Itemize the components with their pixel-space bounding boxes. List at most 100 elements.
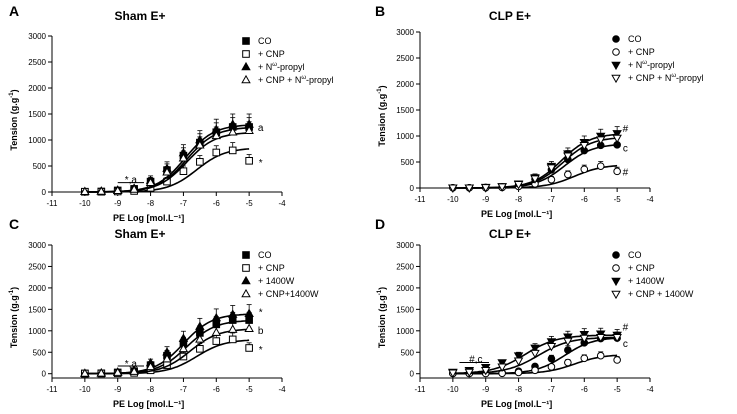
y-tick-label: 1500 xyxy=(28,110,46,119)
fit-curve xyxy=(84,132,250,193)
data-point xyxy=(547,175,556,184)
data-point xyxy=(212,337,221,345)
y-tick-label: 1500 xyxy=(396,305,414,314)
x-tick-label: -7 xyxy=(548,195,556,204)
y-tick-label: 1000 xyxy=(396,327,414,336)
legend-label: + Nω-propyl xyxy=(628,60,674,70)
legend-marker xyxy=(241,61,251,71)
legend: CO + CNP + Nω-propyl + CNP + Nω-propyl xyxy=(611,34,704,84)
x-tick-label: -4 xyxy=(278,199,286,208)
legend-marker xyxy=(611,277,621,287)
legend-label: + Nω-propyl xyxy=(258,62,304,72)
legend-marker xyxy=(241,288,251,298)
annotation: # xyxy=(623,167,629,178)
data-point xyxy=(613,356,621,364)
y-axis-label: Tension (g.g-1) xyxy=(377,287,387,348)
legend-marker xyxy=(612,35,620,43)
x-tick-label: -11 xyxy=(47,199,59,208)
data-point xyxy=(513,181,524,190)
annotation: *,a xyxy=(125,359,138,370)
data-point xyxy=(228,146,237,155)
annotation: * xyxy=(259,345,263,356)
data-point xyxy=(211,312,222,322)
y-tick-label: 1000 xyxy=(28,327,46,336)
panel-c: C Sham E+ 0 500 1000 1500 2000 2500 3000 -11 -10 -9… xyxy=(9,216,319,409)
data-point xyxy=(546,164,557,173)
legend-marker xyxy=(242,264,250,272)
y-axis-label: Tension (g.g-1) xyxy=(9,287,19,348)
x-tick-label: -7 xyxy=(548,385,556,394)
data-point xyxy=(227,309,238,318)
annotation: * xyxy=(259,158,263,169)
series-3 xyxy=(80,121,254,196)
x-tick-label: -9 xyxy=(482,385,490,394)
data-point xyxy=(579,142,590,151)
y-tick-label: 2500 xyxy=(28,58,46,67)
data-point xyxy=(613,167,621,176)
fit-curve xyxy=(84,328,250,375)
x-tick-label: -10 xyxy=(447,385,459,394)
y-tick-label: 0 xyxy=(42,188,47,197)
data-point xyxy=(80,186,90,196)
data-point xyxy=(464,184,475,193)
legend: CO + CNP + 1400W + CNP+1400W xyxy=(241,250,319,299)
legend-marker xyxy=(611,74,621,84)
annotation: * xyxy=(259,308,263,319)
x-tick-label: -6 xyxy=(581,385,589,394)
legend-label: CO xyxy=(258,250,272,260)
data-point xyxy=(244,125,254,134)
panel-title: CLP E+ xyxy=(489,9,531,23)
y-tick-label: 3000 xyxy=(28,241,46,250)
data-point xyxy=(145,177,156,186)
x-tick-label: -10 xyxy=(79,199,91,208)
legend-marker xyxy=(241,74,251,84)
legend-marker xyxy=(611,290,621,300)
x-tick-label: -7 xyxy=(180,385,188,394)
y-tick-label: 0 xyxy=(42,370,47,379)
data-point xyxy=(595,136,606,145)
y-tick-label: 1000 xyxy=(396,132,414,141)
data-point xyxy=(162,167,172,176)
x-tick-label: -4 xyxy=(278,385,286,394)
data-point xyxy=(228,335,237,344)
y-tick-label: 2500 xyxy=(28,262,46,271)
data-point xyxy=(195,321,205,330)
data-point xyxy=(244,323,254,332)
x-tick-label: -10 xyxy=(447,195,459,204)
x-tick-label: -9 xyxy=(482,195,490,204)
data-point xyxy=(497,363,507,372)
data-point xyxy=(96,186,107,195)
y-tick-label: 500 xyxy=(401,348,415,357)
data-point xyxy=(579,334,590,344)
x-tick-label: -5 xyxy=(614,195,622,204)
legend-marker xyxy=(241,275,251,285)
data-point xyxy=(596,351,605,360)
data-point xyxy=(612,333,622,343)
data-point xyxy=(112,185,123,194)
x-axis-label: PE Log [mol.L⁻¹] xyxy=(113,213,184,223)
x-tick-label: -6 xyxy=(213,385,221,394)
legend-label: + CNP+1400W xyxy=(258,289,319,299)
legend: CO + CNP + Nω-propyl + CNP + Nω-propyl xyxy=(241,36,334,85)
data-point xyxy=(196,158,204,166)
legend-label: CO xyxy=(258,36,272,46)
data-point xyxy=(196,345,204,353)
data-point xyxy=(80,368,90,377)
panel-letter: D xyxy=(375,216,385,232)
x-tick-label: -8 xyxy=(515,385,523,394)
x-tick-label: -8 xyxy=(147,199,155,208)
x-tick-label: -7 xyxy=(180,199,188,208)
x-tick-label: -9 xyxy=(114,385,122,394)
data-point xyxy=(162,354,172,363)
y-tick-label: 2500 xyxy=(396,262,414,271)
y-tick-label: 2000 xyxy=(396,80,414,89)
x-tick-label: -6 xyxy=(581,195,589,204)
y-tick-label: 500 xyxy=(33,162,47,171)
data-point xyxy=(178,153,189,162)
data-point xyxy=(448,369,458,378)
data-point xyxy=(96,368,107,377)
x-tick-label: -11 xyxy=(415,385,427,394)
y-tick-label: 2500 xyxy=(396,54,414,63)
x-tick-label: -8 xyxy=(147,385,155,394)
y-tick-label: 3000 xyxy=(396,241,414,250)
